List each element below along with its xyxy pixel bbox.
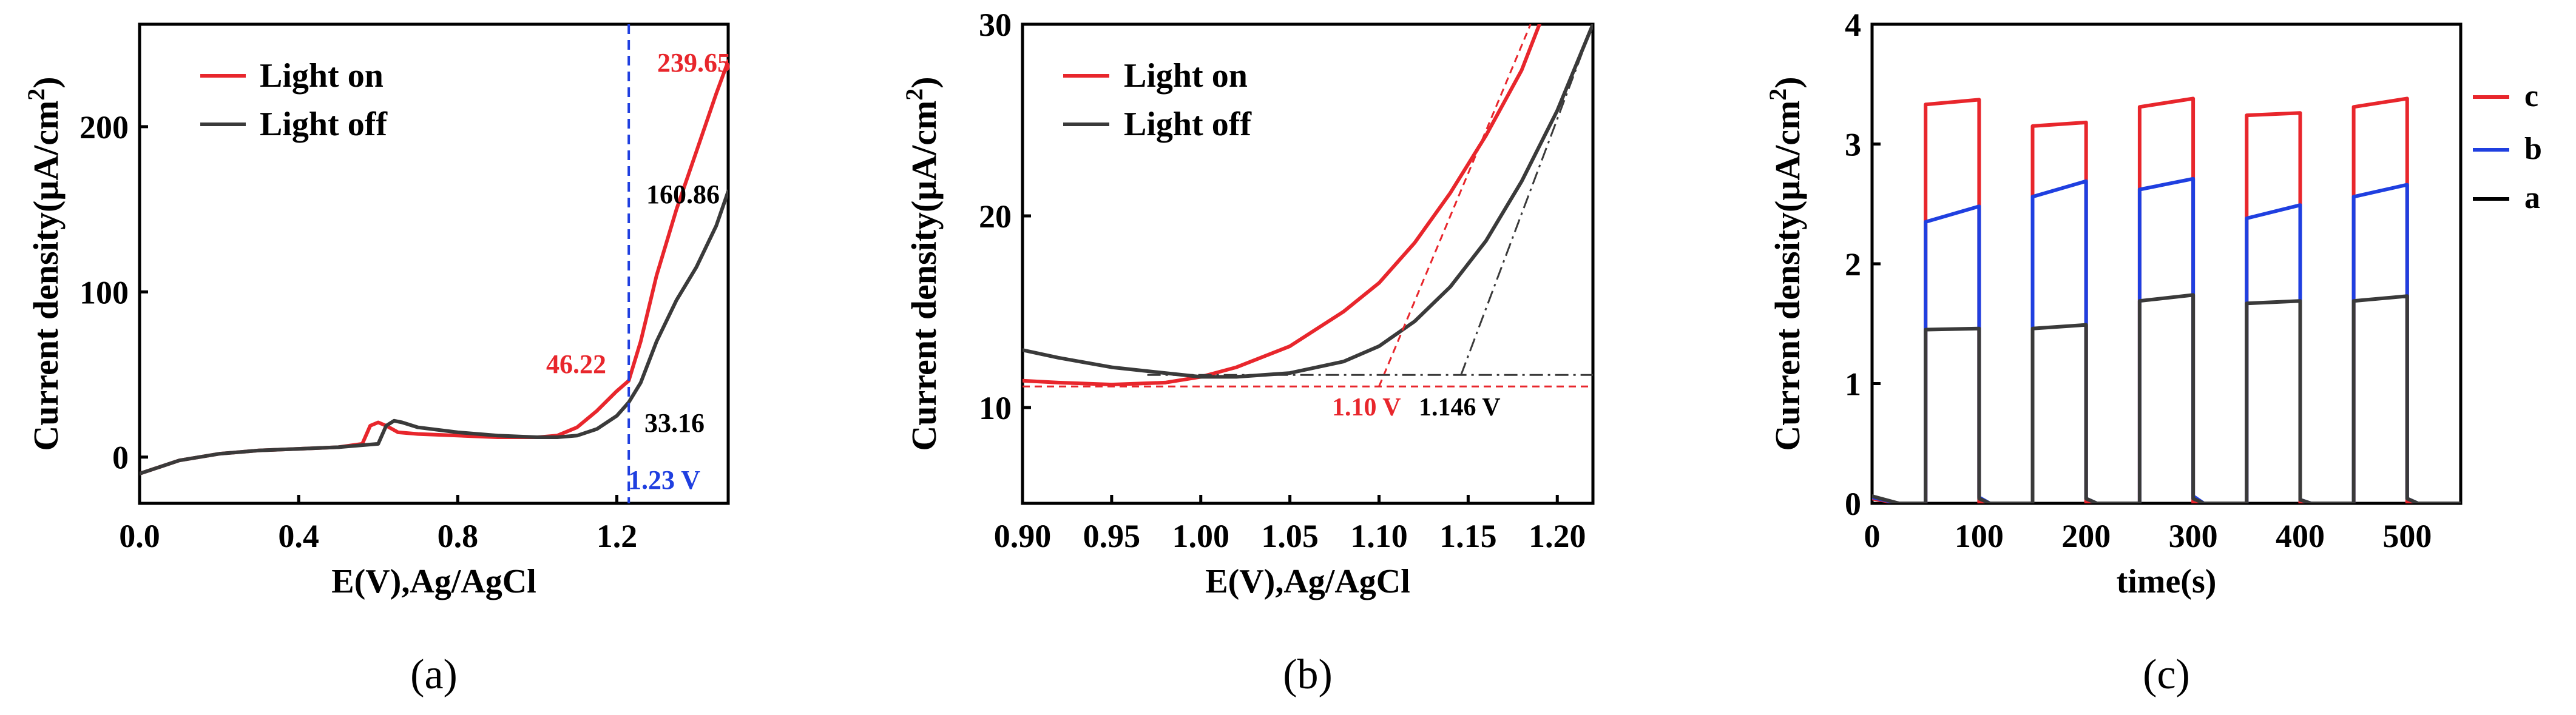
legend-label-light-on: Light on — [260, 57, 384, 95]
overlay-layer — [1023, 24, 1593, 388]
legend-label-c: c — [2524, 79, 2538, 113]
x-tick-labels: 0 100 200 300 400 500 — [1864, 518, 2432, 554]
x-tick-label: 1.00 — [1172, 518, 1230, 554]
y-tick-label: 30 — [979, 7, 1012, 43]
x-tick-label: 300 — [2169, 518, 2218, 554]
y-tick-labels: 10 20 30 — [979, 7, 1012, 426]
x-tick-labels: 0.90 0.95 1.00 1.05 1.10 1.15 1.20 — [994, 518, 1586, 554]
legend-label-light-off: Light off — [1124, 106, 1252, 143]
series-line-a — [1872, 293, 2461, 503]
x-tick-label: 0.4 — [278, 518, 319, 554]
y-tick-label: 0 — [1845, 486, 1861, 522]
y-tick-label: 3 — [1845, 127, 1861, 163]
plot-frame — [1870, 22, 2463, 505]
y-axis-label: Current density(μA/cm2) — [22, 76, 66, 451]
annotation-160-86: 160.86 — [646, 180, 720, 209]
legend-label-a: a — [2524, 181, 2540, 215]
x-tick-label: 200 — [2061, 518, 2111, 554]
axis-ticks — [138, 125, 618, 503]
y-axis-label: Current density(μA/cm2) — [901, 76, 944, 451]
x-axis-label: time(s) — [2117, 563, 2217, 600]
y-tick-label: 4 — [1845, 7, 1861, 43]
annotation-1-23-v: 1.23 V — [628, 465, 700, 495]
annotation-46-22: 46.22 — [546, 349, 606, 379]
x-tick-label: 0.95 — [1083, 518, 1141, 554]
series-line-light-off — [140, 189, 728, 475]
series-line-b — [1872, 176, 2461, 503]
annotation-1-146-v: 1.146 V — [1419, 394, 1501, 421]
legend-label-b: b — [2524, 132, 2542, 166]
y-tick-label: 20 — [979, 198, 1012, 235]
axis-ticks — [1021, 22, 1559, 503]
plot-frame — [1021, 22, 1595, 505]
annotation-239-65: 239.65 — [657, 48, 731, 78]
legend-label-light-on: Light on — [1124, 57, 1248, 95]
y-axis-label: Current density(μA/cm2) — [1764, 76, 1808, 451]
x-tick-label: 1.20 — [1529, 518, 1586, 554]
panel-label-c: (c) — [2143, 651, 2190, 698]
panel-label-b: (b) — [1283, 651, 1333, 698]
series-layer — [1872, 96, 2461, 503]
annotation-33-16: 33.16 — [644, 408, 705, 438]
y-tick-label: 2 — [1845, 246, 1861, 283]
panel-c: 0 1 2 3 4 0 100 200 300 400 500 c b a time(s) Cur… — [1764, 7, 2542, 698]
x-tick-label: 1.10 — [1350, 518, 1408, 554]
x-tick-label: 500 — [2382, 518, 2432, 554]
x-tick-label: 0.0 — [119, 518, 160, 554]
x-tick-label: 1.15 — [1439, 518, 1497, 554]
legend-label-light-off: Light off — [260, 106, 388, 143]
series-line-light-off — [1023, 24, 1593, 379]
plot-frame — [138, 22, 730, 505]
y-tick-label: 0 — [112, 440, 129, 476]
x-tick-label: 1.2 — [597, 518, 638, 554]
annotation-1-10-v: 1.10 V — [1332, 394, 1401, 421]
y-tick-label: 10 — [979, 390, 1012, 426]
y-tick-labels: 0 1 2 3 4 — [1845, 7, 1861, 522]
panel-label-a: (a) — [410, 651, 458, 698]
x-tick-label: 0 — [1864, 518, 1881, 554]
tangent-line — [1378, 24, 1532, 387]
x-axis-label: E(V),Ag/AgCl — [1205, 563, 1410, 600]
x-tick-label: 100 — [1955, 518, 2004, 554]
series-layer — [140, 59, 728, 475]
x-tick-label: 1.05 — [1261, 518, 1319, 554]
y-tick-labels: 0 100 200 — [79, 109, 129, 476]
x-tick-labels: 0.0 0.4 0.8 1.2 — [119, 518, 637, 554]
x-axis-label: E(V),Ag/AgCl — [331, 563, 536, 600]
y-tick-label: 200 — [79, 109, 129, 146]
x-tick-label: 0.90 — [994, 518, 1052, 554]
x-tick-label: 0.8 — [438, 518, 479, 554]
panel-b: 10 20 30 0.90 0.95 1.00 1.05 1.10 1.15 1.20 Ligh… — [901, 7, 1595, 698]
y-tick-label: 100 — [79, 274, 129, 311]
series-line-light-on — [1023, 24, 1541, 387]
tangent-line — [1460, 24, 1593, 375]
y-tick-label: 1 — [1845, 366, 1861, 403]
x-tick-label: 400 — [2276, 518, 2325, 554]
